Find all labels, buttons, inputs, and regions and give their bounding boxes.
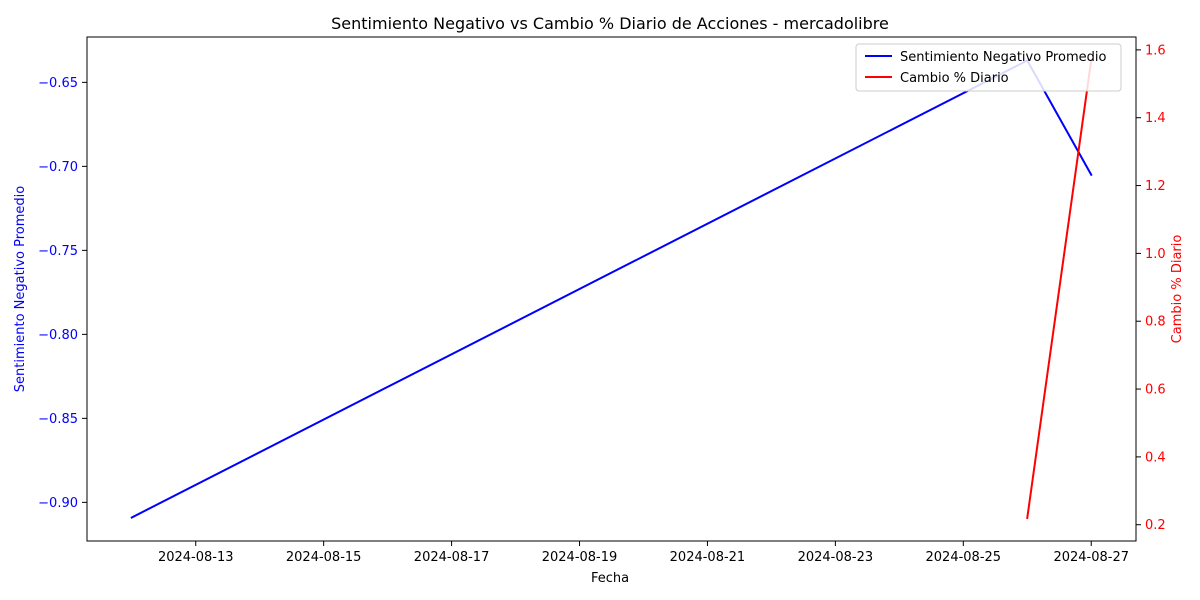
x-tick-label: 2024-08-23 [798,550,874,565]
x-axis-label: Fecha [591,571,629,586]
legend: Sentimiento Negativo Promedio Cambio % D… [855,43,1122,92]
x-tick-label: 2024-08-27 [1053,550,1129,565]
series-line-cambio [1026,58,1093,520]
series-line-sentimiento [130,59,1093,519]
y-left-tick-label: −0.80 [38,328,78,343]
x-tick-label: 2024-08-13 [158,550,234,565]
y-axis-left-label: Sentimiento Negativo Promedio [13,186,28,392]
legend-label-sentimiento: Sentimiento Negativo Promedio [900,50,1106,65]
y-right-tick-label: 0.2 [1145,518,1166,533]
x-axis: 2024-08-13 2024-08-15 2024-08-17 2024-08-19… [158,541,1129,565]
chart-title: Sentimiento Negativo vs Cambio % Diario … [331,14,889,33]
y-right-tick-label: 1.0 [1145,247,1166,262]
legend-label-cambio: Cambio % Diario [900,71,1009,86]
x-tick-label: 2024-08-15 [286,550,362,565]
x-tick-label: 2024-08-17 [414,550,490,565]
y-left-tick-label: −0.85 [38,412,78,427]
plot-area-frame [86,36,1137,542]
y-right-tick-label: 0.4 [1145,450,1166,465]
legend-frame [855,43,1122,92]
y-right-tick-label: 0.6 [1145,383,1166,398]
y-right-tick-label: 0.8 [1145,315,1166,330]
x-tick-label: 2024-08-19 [542,550,618,565]
series-layer [130,58,1093,520]
y-axis-left: −0.90 −0.85 −0.80 −0.75 −0.70 −0.65 [38,76,87,511]
y-left-tick-label: −0.90 [38,496,78,511]
y-axis-right: 0.2 0.4 0.6 0.8 1.0 1.2 1.4 1.6 [1136,43,1166,533]
y-right-tick-label: 1.2 [1145,179,1166,194]
y-right-tick-label: 1.6 [1145,43,1166,58]
y-left-tick-label: −0.65 [38,76,78,91]
x-tick-label: 2024-08-25 [926,550,1002,565]
y-right-tick-label: 1.4 [1145,111,1166,126]
y-left-tick-label: −0.75 [38,244,78,259]
x-tick-label: 2024-08-21 [670,550,746,565]
y-left-tick-label: −0.70 [38,160,78,175]
y-axis-right-label: Cambio % Diario [1170,235,1185,344]
